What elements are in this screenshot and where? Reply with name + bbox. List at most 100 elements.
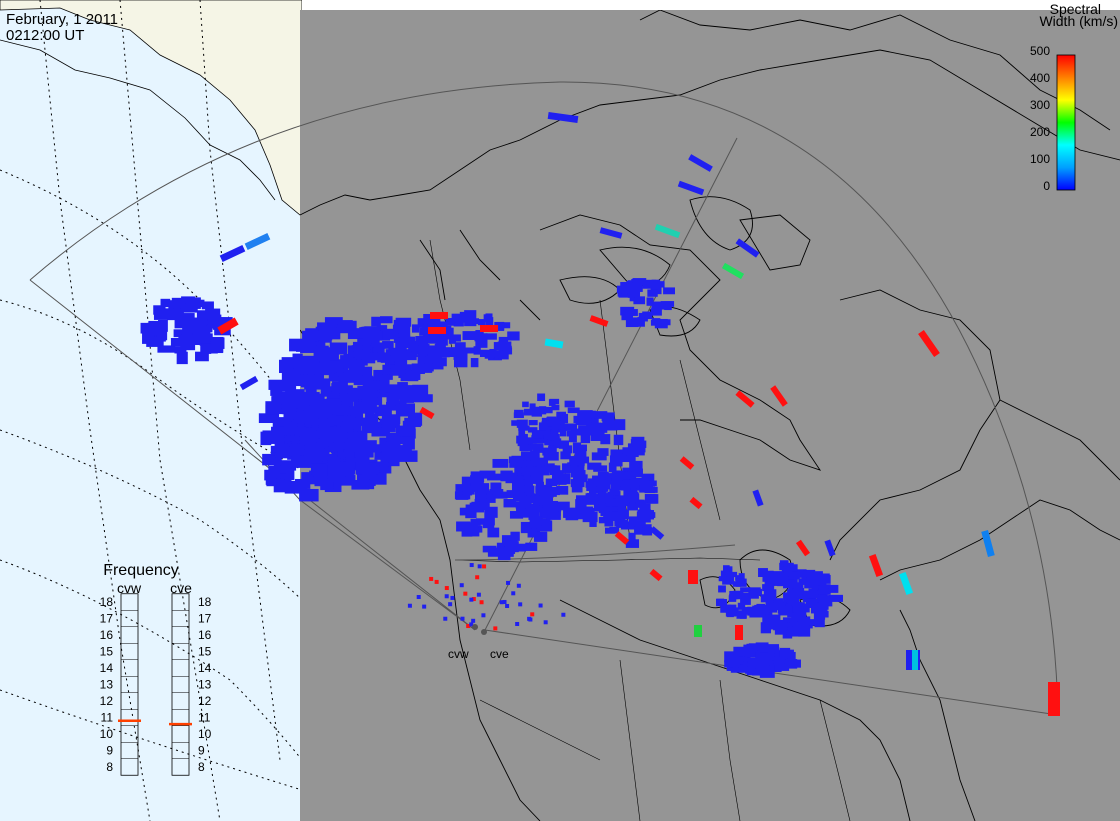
scatter-cell [803,590,819,599]
scatter-cell [503,498,517,508]
scatter-cell [520,521,534,534]
scatter-cell [355,401,375,414]
scatter-cell [419,406,435,420]
scatter-cell [543,620,548,625]
scatter-cell [735,575,743,581]
scatter-cell [453,319,464,327]
scatter-cell [312,400,332,411]
scatter-cell [430,312,448,319]
scatter-cell [744,646,756,658]
scatter-cell [153,308,171,320]
scatter-cell [373,342,384,353]
frequency-tick-label: 18 [100,595,114,609]
scatter-cell [325,415,344,426]
scatter-cell [543,426,552,434]
scatter-cell [466,624,471,629]
frequency-tick-label: 15 [198,645,212,659]
scatter-cell [1048,682,1060,716]
scatter-cell [527,528,538,538]
scatter-cell [807,574,822,582]
scatter-cell [522,401,529,408]
scatter-cell [358,479,375,490]
frequency-tick-label: 9 [106,744,113,758]
scatter-cell [631,282,643,292]
scatter-cell [553,438,562,447]
scatter-cell [733,590,744,598]
scatter-cell [445,318,456,326]
day-ocean [0,0,302,821]
scatter-cell [466,318,480,325]
scatter-cell [480,325,498,332]
scatter-cell [552,473,563,482]
scatter-cell [627,503,638,511]
scatter-cell [381,415,401,425]
scatter-cell [773,619,788,631]
scatter-cell [372,347,382,358]
scatter-cell [806,619,819,626]
scatter-cell [627,289,635,298]
scatter-cell [981,530,995,557]
scatter-cell [694,625,702,637]
scatter-cell [355,349,365,360]
scatter-cell [828,594,844,602]
scatter-cell [620,453,636,463]
day-side [0,0,302,821]
scatter-cell [797,616,811,623]
scatter-cell [548,399,556,406]
scatter-cell [422,604,427,609]
scatter-cell [284,446,297,456]
scatter-cell [302,359,320,372]
scatter-cell [797,570,807,578]
scatter-cell [591,452,607,461]
day-land [0,0,302,216]
colorbar-tick-label: 100 [1030,152,1050,166]
scatter-cell [639,503,651,511]
scatter-cell [493,491,508,499]
frequency-tick-label: 10 [100,727,114,741]
scatter-cell [453,358,468,368]
scatter-cell [511,485,525,493]
scatter-cell [483,314,492,323]
scatter-cell [463,591,468,596]
scatter-cell [632,278,647,285]
scatter-cell [338,373,355,383]
scatter-cell [561,612,566,617]
scatter-cell [547,111,579,124]
scatter-cell [765,598,780,608]
scatter-cell [291,456,309,468]
scatter-cell [601,483,611,490]
scatter-cell [434,333,443,340]
scatter-cell [401,370,421,380]
scatter-cell [525,542,538,551]
scatter-cell [399,335,411,342]
scatter-cell [732,581,742,587]
scatter-cell [502,347,513,355]
colorbar-tick-label: 300 [1030,98,1050,112]
scatter-cell [561,423,578,431]
scatter-cell [275,437,295,446]
scatter-cell [581,410,596,419]
scatter-cell [361,352,376,364]
scatter-cell [546,420,556,426]
scatter-cell [594,411,608,419]
frequency-title: Frequency [103,562,179,579]
scatter-cell [791,612,803,622]
scatter-cell [654,223,681,239]
scatter-cell [328,372,345,382]
scatter-cell [455,484,466,492]
scatter-cell [645,496,656,503]
scatter-cell [722,576,735,585]
scatter-cell [630,439,641,447]
scatter-cell [641,473,655,482]
scatter-cell [395,337,410,349]
scatter-cell [313,337,326,351]
scatter-cell [611,472,624,481]
scatter-cell [156,331,168,341]
frequency-tick-label: 14 [100,661,114,675]
frequency-tick-label: 11 [198,711,211,725]
frequency-tick-label: 15 [100,645,114,659]
scatter-cell [774,663,790,671]
scatter-cell [244,233,271,250]
scatter-cell [450,595,455,600]
scatter-cell [473,346,481,355]
